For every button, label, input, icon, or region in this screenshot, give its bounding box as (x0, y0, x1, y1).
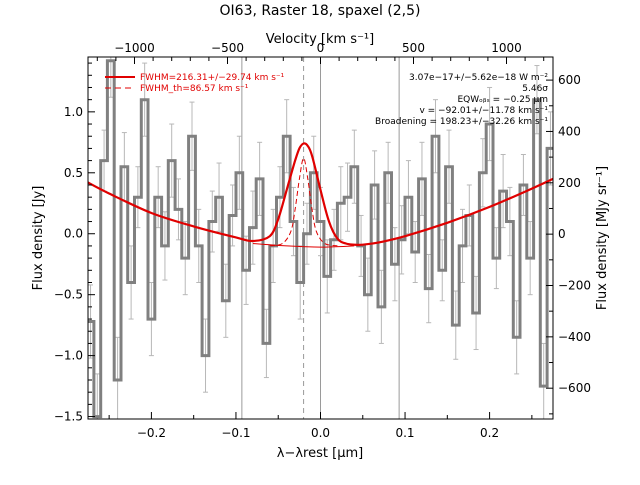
axis-ticks: −0.2 −0.1 0.0 0.1 0.2 −1000 −500 0 500 1000 −1.5 −1… (54, 41, 591, 440)
y-tick-label: 1.0 (64, 105, 83, 119)
annotation-flux: 3.07e−17+/−5.62e−18 W m⁻² (409, 73, 548, 83)
x-tick-label: −0.1 (221, 426, 250, 440)
chart-title: OI63, Raster 18, spaxel (2,5) (220, 3, 421, 19)
right-tick-label: −400 (558, 330, 591, 344)
x-tick-label: 0.0 (311, 426, 330, 440)
right-tick-label: 200 (558, 176, 581, 190)
legend: FWHM=216.31+/−29.74 km s⁻¹ FWHM_th=86.57… (105, 73, 285, 94)
top-tick-label: −500 (211, 41, 244, 55)
top-axis-title: Velocity [km s⁻¹] (266, 32, 374, 47)
baseline-curve (252, 243, 355, 248)
data-layer (88, 57, 553, 419)
top-tick-label: 1000 (491, 41, 522, 55)
right-tick-label: 400 (558, 124, 581, 138)
x-tick-label: 0.1 (395, 426, 414, 440)
y-tick-label: −0.5 (54, 288, 83, 302)
right-tick-label: −200 (558, 278, 591, 292)
annotation-eqw: EQWₒᵦₛ = −0.25 μm (457, 95, 548, 105)
y-axis-title: Flux density [Jy] (31, 186, 46, 291)
annotation-sigma: 5.46σ (522, 84, 548, 94)
annotation-broadening: Broadening = 198.23+/−32.26 km s⁻¹ (375, 117, 548, 127)
legend-label-fwhm: FWHM=216.31+/−29.74 km s⁻¹ (140, 73, 285, 83)
y-tick-label: −1.0 (54, 349, 83, 363)
right-axis-title: Flux density [MJy sr⁻¹] (595, 166, 610, 310)
x-axis-title: λ−λrest [μm] (277, 446, 363, 461)
annotations: 3.07e−17+/−5.62e−18 W m⁻² 5.46σ EQWₒᵦₛ =… (375, 73, 548, 127)
top-tick-label: 500 (402, 41, 425, 55)
x-tick-label: −0.2 (137, 426, 166, 440)
right-tick-label: −600 (558, 381, 591, 395)
spectrum-data-series (88, 59, 553, 419)
right-tick-label: 0 (558, 227, 566, 241)
x-tick-label: 0.2 (480, 426, 499, 440)
annotation-velocity: v = −92.01+/−11.78 km s⁻¹ (419, 106, 548, 116)
top-tick-label: 0 (317, 41, 325, 55)
top-tick-label: −1000 (114, 41, 155, 55)
legend-label-fwhm-th: FWHM_th=86.57 km s⁻¹ (140, 84, 249, 94)
fit-layer (87, 142, 554, 248)
y-tick-label: 0.0 (64, 227, 83, 241)
fit-curve (87, 142, 554, 247)
y-tick-label: −1.5 (54, 410, 83, 424)
right-tick-label: 600 (558, 73, 581, 87)
y-tick-label: 0.5 (64, 166, 83, 180)
